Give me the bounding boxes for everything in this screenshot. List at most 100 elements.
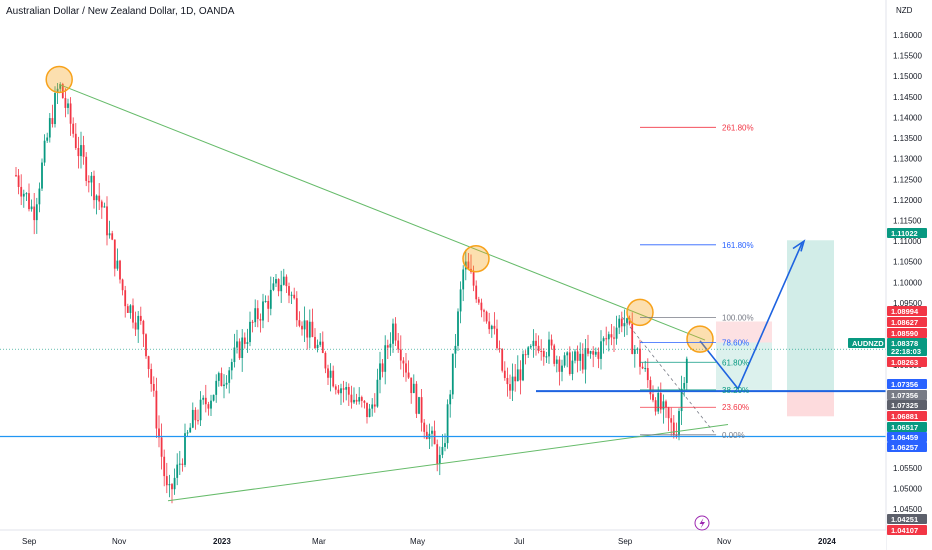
price-tag-label: 1.08378 xyxy=(891,339,918,348)
candle-body xyxy=(636,348,639,350)
candle-body xyxy=(524,354,527,356)
candle-body xyxy=(238,341,241,358)
candle-body xyxy=(537,345,540,352)
candle-body xyxy=(477,299,480,303)
price-tag-bg xyxy=(887,514,927,524)
candle-body xyxy=(389,343,392,348)
candle-body xyxy=(275,279,277,284)
candle-body xyxy=(584,348,587,370)
candle-body xyxy=(121,279,124,291)
candle-body xyxy=(173,477,176,490)
candle-body xyxy=(418,397,420,414)
candle-body xyxy=(436,444,439,464)
candle-body xyxy=(147,356,150,370)
candle-body xyxy=(269,289,272,309)
candle-body xyxy=(646,368,649,381)
candle-body xyxy=(20,186,23,197)
lightning-icon[interactable] xyxy=(694,515,710,531)
candle-body xyxy=(28,193,30,210)
candle-body xyxy=(657,392,660,412)
candle-body xyxy=(189,427,192,433)
fibonacci-layer: 0.00% 23.60% 38.20% 61.80% 78.60% 100.00% 161.… xyxy=(640,123,754,440)
candle-body xyxy=(451,353,454,395)
candle-body xyxy=(493,325,496,329)
price-tick-label: 1.15000 xyxy=(893,72,922,81)
candle-body xyxy=(485,311,488,322)
candle-body xyxy=(194,409,197,421)
candle-body xyxy=(683,383,686,389)
candle-body xyxy=(381,363,384,372)
candle-body xyxy=(181,463,184,465)
candle-body xyxy=(527,347,530,355)
candle-body xyxy=(509,384,511,391)
candle-body xyxy=(662,401,665,410)
currency-label[interactable]: NZD xyxy=(896,6,913,15)
candle-body xyxy=(490,325,493,330)
fib-level-label: 61.80% xyxy=(722,358,749,367)
price-tick-label: 1.11500 xyxy=(893,216,922,225)
candle-body xyxy=(111,233,114,240)
candle-body xyxy=(124,290,127,307)
candle-body xyxy=(464,261,467,270)
candle-body xyxy=(280,284,283,292)
price-tag-label: 1.06881 xyxy=(891,412,918,421)
price-tick-label: 1.13000 xyxy=(893,155,922,164)
candle-body xyxy=(579,353,582,361)
candle-body xyxy=(405,363,407,373)
candle-body xyxy=(449,394,452,405)
price-tag-bg xyxy=(887,390,927,400)
ascending-trendline xyxy=(167,424,729,502)
swing-marker-circle xyxy=(45,65,73,94)
candle-body xyxy=(407,372,410,378)
candle-body xyxy=(98,195,101,202)
candle-body xyxy=(30,206,33,210)
price-tag-label: 1.08590 xyxy=(891,329,918,338)
candle-body xyxy=(17,175,20,187)
time-tick-label: 2023 xyxy=(213,537,231,546)
drawings-layer xyxy=(0,65,886,502)
candle-body xyxy=(652,394,654,401)
candle-body xyxy=(659,392,662,410)
candle-body xyxy=(496,328,498,349)
candle-body xyxy=(555,359,558,364)
candle-body xyxy=(589,351,592,354)
candle-body xyxy=(548,339,550,357)
candle-body xyxy=(501,349,504,371)
candle-body xyxy=(264,300,267,302)
candle-body xyxy=(282,276,285,285)
candle-body xyxy=(535,340,537,346)
candle-body xyxy=(230,362,233,371)
candle-body xyxy=(228,370,231,383)
candle-body xyxy=(368,408,371,418)
time-tick-label: Sep xyxy=(22,537,37,546)
price-tag-label: 1.07325 xyxy=(891,401,918,410)
chart-title: Australian Dollar / New Zealand Dollar, … xyxy=(6,6,235,17)
candle-body xyxy=(337,389,340,394)
price-tag-label: 1.08994 xyxy=(891,307,919,316)
candle-body xyxy=(267,300,270,309)
candle-body xyxy=(306,320,309,338)
time-axis-bg[interactable] xyxy=(0,530,886,550)
candle-body xyxy=(256,308,259,320)
candle-body xyxy=(35,204,38,221)
price-tag-label: 1.07356 xyxy=(891,380,918,389)
candle-body xyxy=(483,310,485,312)
price-tick-label: 1.11000 xyxy=(893,237,922,246)
price-tag-bg xyxy=(887,317,927,327)
fib-level-label: 78.60% xyxy=(722,339,749,348)
candle-body xyxy=(613,337,615,339)
candle-body xyxy=(394,323,397,341)
candle-body xyxy=(623,323,626,327)
price-axis-bg[interactable] xyxy=(886,0,932,550)
candle-body xyxy=(106,206,108,236)
candle-body xyxy=(631,323,634,354)
candle-body xyxy=(259,319,262,321)
candle-body xyxy=(639,348,641,367)
candle-body xyxy=(503,370,506,378)
candle-body xyxy=(605,338,608,340)
candle-body xyxy=(472,272,475,286)
price-tag-bg xyxy=(887,400,927,410)
time-tick-label: Jul xyxy=(514,537,524,546)
long-position-target-zone xyxy=(787,240,834,392)
